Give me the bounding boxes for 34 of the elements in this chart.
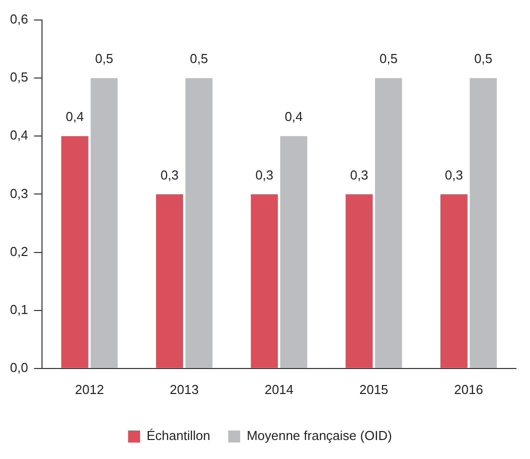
- y-tick-label: 0,2: [10, 244, 28, 259]
- data-label: 0,3: [160, 167, 179, 182]
- y-tick-label: 0,6: [10, 12, 28, 27]
- data-label: 0,5: [95, 51, 114, 66]
- legend-label: Échantillon: [146, 428, 210, 444]
- y-tick-label: 0,3: [10, 186, 28, 201]
- data-label: 0,5: [190, 51, 208, 66]
- x-tick-label: 2015: [359, 382, 388, 397]
- bar: [374, 78, 402, 368]
- y-tick-label: 0,1: [10, 302, 28, 317]
- bar: [156, 194, 184, 368]
- bar: [280, 136, 308, 368]
- y-tick-label: 0,5: [10, 70, 28, 85]
- bar: [346, 194, 373, 368]
- bar: [440, 194, 468, 368]
- data-label: 0,5: [474, 51, 492, 66]
- bar: [250, 194, 278, 368]
- data-label: 0,3: [444, 167, 463, 182]
- data-label: 0,4: [66, 109, 84, 124]
- legend-label: Moyenne française (OID): [246, 428, 392, 444]
- x-tick-label: 2012: [75, 382, 104, 397]
- y-tick-label: 0,0: [10, 360, 28, 375]
- bar: [61, 136, 88, 368]
- y-tick-label: 0,4: [10, 128, 28, 143]
- data-label: 0,3: [255, 167, 274, 182]
- bar: [90, 78, 118, 368]
- bar: [470, 78, 497, 368]
- x-tick-label: 2016: [454, 382, 484, 397]
- data-label: 0,3: [350, 167, 368, 182]
- x-tick-label: 2013: [170, 382, 199, 397]
- data-label: 0,5: [379, 51, 398, 66]
- bar: [185, 78, 212, 368]
- data-label: 0,4: [284, 109, 303, 124]
- x-tick-label: 2014: [264, 382, 294, 397]
